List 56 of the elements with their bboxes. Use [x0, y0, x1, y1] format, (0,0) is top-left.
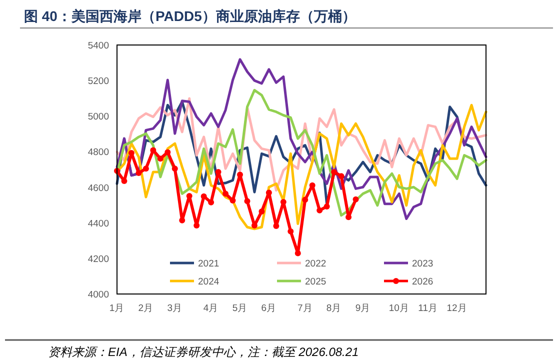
ytick: 5400 [88, 40, 109, 52]
point [128, 150, 134, 156]
point [324, 203, 330, 210]
point [136, 170, 142, 176]
point [208, 199, 214, 206]
ytick: 4000 [88, 290, 109, 300]
xtick: 3月 [167, 303, 183, 314]
title: 图 40：美国西海岸（PADD5）商业原油库存（万桶） [24, 8, 356, 24]
point [222, 190, 229, 197]
ytick: 5200 [88, 76, 109, 88]
legend-label: 2022 [305, 258, 326, 270]
point [215, 168, 222, 175]
xtick: 11月 [418, 303, 438, 314]
point [302, 196, 308, 203]
xtick: 4月 [203, 303, 219, 314]
legend-label: 2026 [412, 276, 434, 288]
point [294, 250, 301, 256]
xtick: 7月 [297, 303, 313, 314]
legend-label: 2023 [412, 258, 434, 270]
point [288, 228, 294, 234]
legend-label: 2024 [198, 276, 220, 288]
point [194, 222, 200, 229]
point [172, 166, 178, 172]
point [230, 197, 236, 204]
point [331, 168, 338, 175]
point [251, 222, 258, 229]
point [121, 178, 128, 184]
point [157, 156, 164, 162]
ytick: 5000 [88, 112, 109, 123]
point [164, 149, 171, 156]
point [244, 198, 250, 204]
point [142, 166, 149, 172]
ytick: 4600 [88, 182, 109, 194]
point [346, 214, 352, 220]
point [352, 196, 359, 202]
legend-label: 2025 [305, 276, 326, 288]
xtick: 9月 [355, 303, 371, 314]
xtick: 8月 [326, 303, 342, 314]
ytick: 4800 [88, 147, 109, 158]
point [200, 193, 207, 200]
xtick: 5月 [232, 303, 248, 314]
xtick: 10月 [388, 303, 410, 314]
point [150, 147, 156, 154]
point [338, 173, 344, 180]
annotation: 资料来源：EIA，信达证券研发中心，注：截至 2026.08.21 [48, 345, 359, 359]
legend-label: 2021 [198, 258, 220, 270]
point [316, 207, 323, 214]
xtick: 12月 [446, 303, 468, 314]
point [273, 223, 280, 230]
ytick: 4200 [88, 254, 109, 265]
xtick: 1月 [109, 303, 125, 314]
point [186, 193, 192, 199]
xtick: 6月 [261, 303, 277, 314]
point [258, 208, 265, 214]
ytick: 4400 [88, 218, 109, 230]
xtick: 2月 [138, 303, 154, 314]
